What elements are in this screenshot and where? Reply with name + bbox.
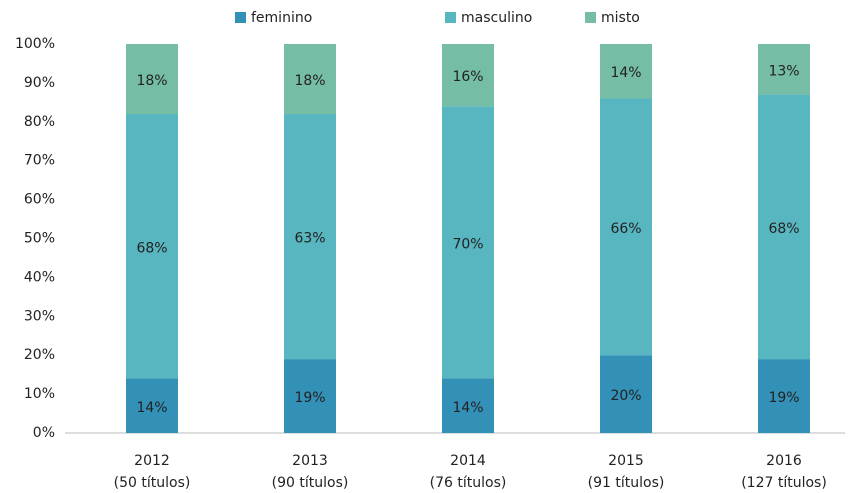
value-label: 66%: [610, 221, 641, 237]
bar-segment: [442, 378, 494, 433]
value-label: 19%: [294, 390, 325, 406]
value-label: 20%: [610, 388, 641, 404]
bar-segment: [600, 98, 652, 356]
value-label: 14%: [452, 400, 483, 416]
bar-segment: [442, 44, 494, 107]
bar-segment: [442, 106, 494, 379]
value-label: 14%: [136, 400, 167, 416]
legend-swatch: [235, 12, 246, 23]
value-label: 70%: [452, 236, 483, 252]
bar-segment: [284, 359, 336, 433]
y-tick-label: 30%: [24, 308, 55, 324]
x-tick-label: 2013: [292, 453, 328, 469]
value-label: 16%: [452, 69, 483, 85]
y-tick-label: 0%: [33, 425, 55, 441]
x-tick-label: (76 títulos): [430, 475, 507, 491]
y-tick-label: 80%: [24, 114, 55, 130]
x-tick-label: (50 títulos): [114, 475, 191, 491]
y-tick-label: 70%: [24, 153, 55, 169]
y-tick-label: 10%: [24, 386, 55, 402]
bar-segment: [126, 114, 178, 379]
legend-label: masculino: [461, 10, 532, 26]
value-label: 68%: [768, 221, 799, 237]
value-label: 63%: [294, 231, 325, 247]
bar-segment: [126, 44, 178, 115]
bar-segment: [600, 44, 652, 99]
bar-segment: [758, 44, 810, 95]
bar-segment: [126, 378, 178, 433]
y-tick-label: 90%: [24, 75, 55, 91]
value-label: 18%: [294, 73, 325, 89]
y-tick-label: 100%: [15, 36, 55, 52]
legend-swatch: [445, 12, 456, 23]
x-tick-label: 2014: [450, 453, 486, 469]
legend-swatch: [585, 12, 596, 23]
y-tick-label: 60%: [24, 192, 55, 208]
value-label: 19%: [768, 390, 799, 406]
x-tick-label: (90 títulos): [272, 475, 349, 491]
legend-label: feminino: [251, 10, 312, 26]
value-label: 18%: [136, 73, 167, 89]
bar-segment: [284, 44, 336, 115]
bar-segment: [758, 359, 810, 433]
x-tick-label: 2016: [766, 453, 802, 469]
bar-segment: [284, 114, 336, 360]
y-tick-label: 50%: [24, 231, 55, 247]
x-tick-label: 2012: [134, 453, 170, 469]
value-label: 68%: [136, 240, 167, 256]
bar-segment: [758, 94, 810, 360]
bar-segment: [600, 355, 652, 433]
y-tick-label: 20%: [24, 347, 55, 363]
x-tick-label: 2015: [608, 453, 644, 469]
y-tick-label: 40%: [24, 269, 55, 285]
x-tick-label: (127 títulos): [741, 475, 827, 491]
x-tick-label: (91 títulos): [588, 475, 665, 491]
value-label: 13%: [768, 63, 799, 79]
value-label: 14%: [610, 65, 641, 81]
legend-label: misto: [601, 10, 640, 26]
